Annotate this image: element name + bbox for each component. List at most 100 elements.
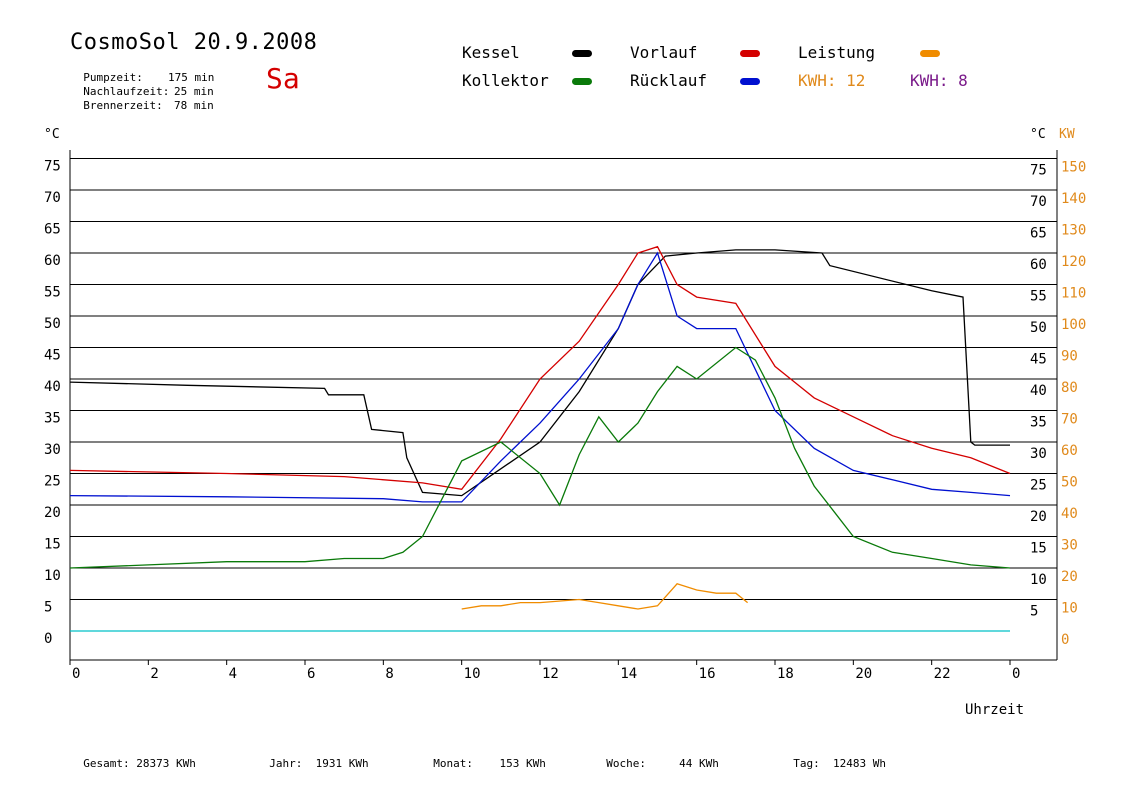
y-tick-label-left: 40 — [44, 379, 61, 395]
y-tick-label-right: 60 — [1030, 257, 1047, 273]
kw-tick-label: 60 — [1061, 443, 1078, 459]
y-tick-label-left: 0 — [44, 631, 52, 647]
footer-jahr-value: 1931 KWh — [315, 757, 369, 770]
y-tick-label-right: 45 — [1030, 352, 1047, 368]
y-axis-unit-left: °C — [44, 127, 60, 142]
y-tick-label-right: 15 — [1030, 541, 1047, 557]
kw-tick-label: 90 — [1061, 349, 1078, 365]
y-tick-label-left: 20 — [44, 505, 61, 521]
footer-monat-value: 153 KWh — [499, 757, 546, 770]
legend-kessel-label: Kessel — [462, 43, 520, 62]
weekday-label: Sa — [266, 62, 300, 95]
y-tick-label-right: 40 — [1030, 383, 1047, 399]
x-tick-label: 0 — [72, 666, 80, 682]
kw-tick-label: 150 — [1061, 160, 1086, 176]
y-axis-unit-kw: KW — [1059, 127, 1075, 142]
footer-tag-label: Tag: — [793, 757, 820, 770]
y-tick-label-right: 35 — [1030, 415, 1047, 431]
stat-label: Nachlaufzeit: — [83, 85, 170, 98]
footer-jahr: Jahr: 1931 KWh — [256, 744, 369, 770]
footer-jahr-label: Jahr: — [269, 757, 303, 770]
footer-monat: Monat: 153 KWh — [420, 744, 546, 770]
y-tick-label-left: 10 — [44, 568, 61, 584]
y-tick-label-left: 30 — [44, 442, 61, 458]
kw-tick-label: 140 — [1061, 191, 1086, 207]
series-line-vorlauf — [69, 245, 1011, 491]
kw-tick-label: 80 — [1061, 380, 1078, 396]
y-tick-label-right: 65 — [1030, 226, 1047, 242]
footer-gesamt: Gesamt: 28373 KWh — [70, 744, 196, 770]
y-tick-label-right: 30 — [1030, 446, 1047, 462]
x-tick-label: 14 — [620, 666, 637, 682]
y-tick-label-right: 5 — [1030, 604, 1038, 620]
stat-value: 78 min — [174, 99, 214, 112]
y-tick-label-right: 25 — [1030, 478, 1047, 494]
footer-woche-label: Woche: — [606, 757, 646, 770]
y-tick-label-left: 70 — [44, 190, 61, 206]
kw-tick-label: 100 — [1061, 317, 1086, 333]
footer-gesamt-value: 28373 KWh — [136, 757, 196, 770]
footer-woche: Woche: 44 KWh — [593, 744, 719, 770]
x-axis-label: Uhrzeit — [965, 702, 1024, 718]
legend-leistung-swatch — [920, 50, 940, 57]
stat-label: Pumpzeit: — [83, 71, 143, 84]
footer-tag: Tag: 12483 Wh — [780, 744, 886, 770]
x-tick-label: 0 — [1012, 666, 1020, 682]
chart-title: CosmoSol 20.9.2008 — [70, 30, 318, 55]
x-tick-label: 20 — [855, 666, 872, 682]
stat-label: Brennerzeit: — [83, 99, 163, 112]
stat-value: 175 min — [168, 71, 215, 84]
kw-tick-label: 130 — [1061, 223, 1086, 239]
y-tick-label-left: 75 — [44, 159, 61, 175]
kw-tick-label: 40 — [1061, 506, 1078, 522]
legend-leistung-label: Leistung — [798, 43, 876, 62]
legend-kessel-swatch — [572, 50, 592, 57]
y-tick-label-left: 5 — [44, 600, 52, 616]
footer-gesamt-label: Gesamt: — [83, 757, 130, 770]
y-tick-label-right: 10 — [1030, 572, 1047, 588]
x-tick-label: 10 — [464, 666, 481, 682]
footer-woche-value: 44 KWh — [679, 757, 719, 770]
kw-tick-label: 50 — [1061, 475, 1078, 491]
footer-tag-value: 12483 Wh — [833, 757, 886, 770]
kw-tick-label: 30 — [1061, 538, 1078, 554]
stat-brennerzeit: Brennerzeit: 78 min — [70, 86, 214, 112]
series-line-kollektor — [69, 346, 1011, 569]
kw-tick-label: 20 — [1061, 569, 1078, 585]
x-tick-label: 6 — [307, 666, 315, 682]
y-tick-label-left: 25 — [44, 474, 61, 490]
x-tick-label: 8 — [385, 666, 393, 682]
series-line-kessel — [69, 249, 1010, 497]
y-tick-label-left: 60 — [44, 253, 61, 269]
y-tick-label-left: 45 — [44, 348, 61, 364]
legend-kwh-orange: KWH: 12 — [798, 71, 866, 90]
stat-value: 25 min — [174, 85, 214, 98]
x-tick-label: 22 — [934, 666, 951, 682]
x-tick-label: 2 — [150, 666, 158, 682]
y-tick-label-left: 35 — [44, 411, 61, 427]
legend-kwh-purple: KWH: 8 — [910, 71, 968, 90]
y-tick-label-right: 70 — [1030, 194, 1047, 210]
y-tick-label-right: 75 — [1030, 163, 1047, 179]
series-line-leistung — [461, 583, 749, 610]
y-tick-label-right: 20 — [1030, 509, 1047, 525]
legend-vorlauf-label: Vorlauf — [630, 43, 698, 62]
y-tick-label-right: 55 — [1030, 289, 1047, 305]
legend-ruecklauf-label: Rücklauf — [630, 71, 708, 90]
stat-nachlaufzeit: Nachlaufzeit: 25 min — [70, 72, 214, 98]
stat-pumpzeit: Pumpzeit: 175 min — [70, 58, 214, 84]
kw-tick-label: 70 — [1061, 412, 1078, 428]
kw-tick-label: 0 — [1061, 632, 1069, 648]
legend-kollektor-swatch — [572, 78, 592, 85]
y-tick-label-right: 50 — [1030, 320, 1047, 336]
x-tick-label: 18 — [777, 666, 794, 682]
legend-ruecklauf-swatch — [740, 78, 760, 85]
y-tick-label-left: 50 — [44, 316, 61, 332]
series-line-rcklauf — [69, 251, 1011, 503]
x-tick-label: 4 — [229, 666, 237, 682]
y-axis-unit-right: °C — [1030, 127, 1046, 142]
kw-tick-label: 120 — [1061, 254, 1086, 270]
legend-vorlauf-swatch — [740, 50, 760, 57]
y-tick-label-left: 15 — [44, 537, 61, 553]
